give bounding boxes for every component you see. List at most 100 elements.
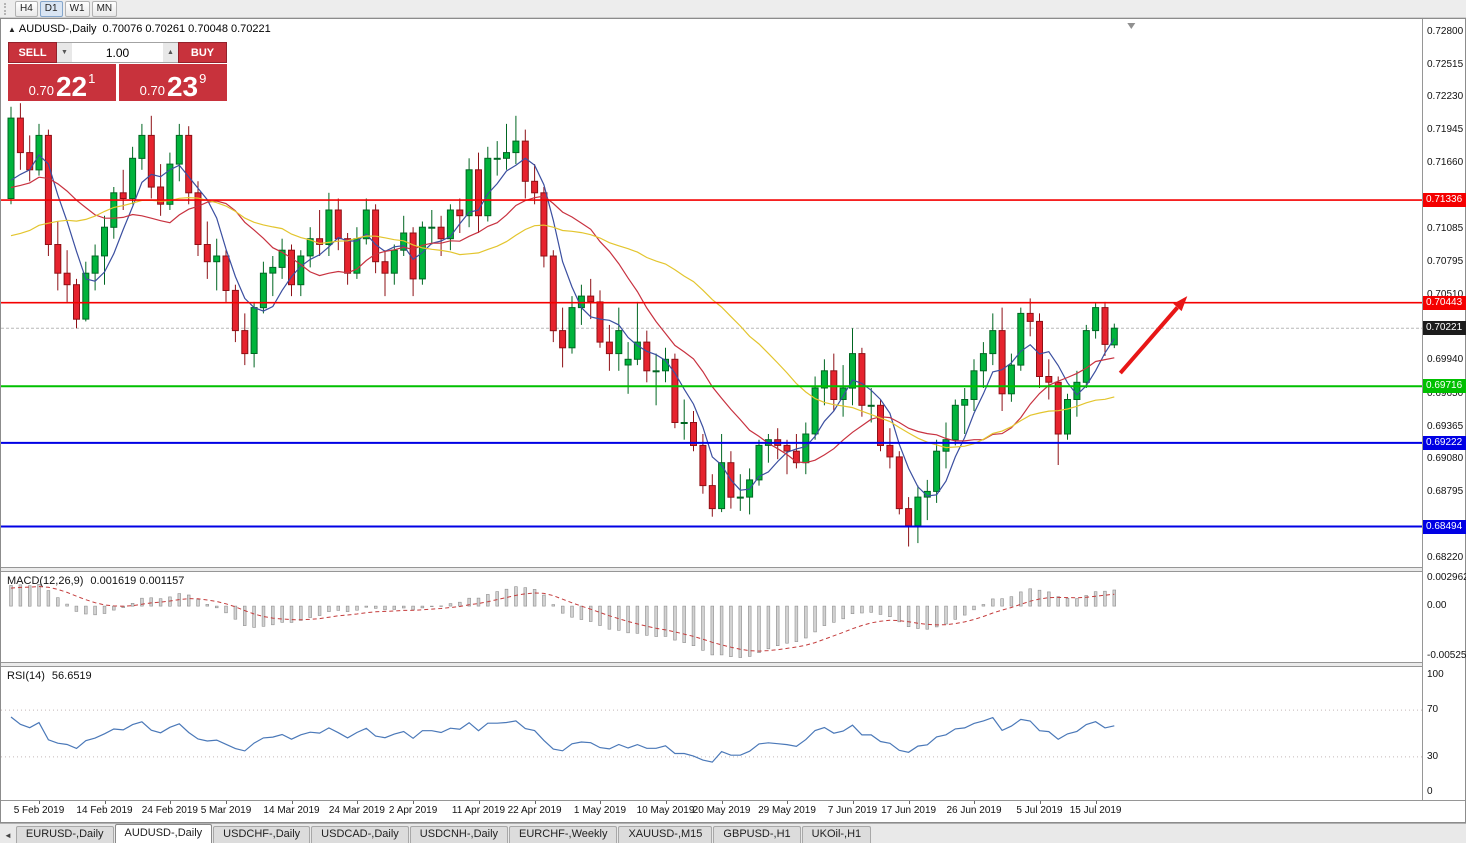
price-level-badge: 0.71336 bbox=[1423, 193, 1466, 208]
timeframe-button-mn[interactable]: MN bbox=[91, 0, 118, 17]
price-level-badge: 0.69222 bbox=[1423, 435, 1466, 450]
price-tick: 0.72515 bbox=[1427, 58, 1464, 70]
time-axis[interactable]: 5 Feb 2019 14 Feb 2019 24 Feb 2019 5 Mar 20… bbox=[1, 801, 1422, 819]
date-tick bbox=[291, 801, 293, 804]
rsi-scale-tick: 70 bbox=[1427, 704, 1439, 716]
buy-price-prefix: 0.70 bbox=[139, 83, 165, 98]
date-tick bbox=[534, 801, 536, 804]
date-tick bbox=[721, 801, 723, 804]
date-label: 17 Jun 2019 bbox=[881, 805, 937, 816]
chart-tab-ukoil-h1[interactable]: UKOil-,H1 bbox=[801, 826, 872, 843]
trend-arrow-head bbox=[1173, 296, 1188, 312]
buy-button[interactable]: BUY bbox=[178, 42, 227, 63]
date-tick bbox=[226, 801, 227, 804]
timeframe-button-d1[interactable]: D1 bbox=[39, 0, 63, 17]
one-click-collapse-icon[interactable]: ▲ bbox=[8, 24, 16, 34]
timeframe-buttons: H4 D1 W1 MN bbox=[15, 0, 119, 17]
date-label: 5 Mar 2019 bbox=[200, 805, 252, 816]
date-label: 24 Feb 2019 bbox=[141, 805, 198, 816]
volume-input[interactable]: 1.00 bbox=[72, 42, 163, 63]
date-tick bbox=[104, 801, 106, 804]
buy-price-big-digits: 23 bbox=[166, 71, 199, 102]
price-tick: 0.69650 bbox=[1427, 387, 1464, 399]
chart-tab-eurchf-weekly[interactable]: EURCHF-,Weekly bbox=[509, 826, 618, 843]
macd-signal-line bbox=[10, 585, 1115, 652]
macd-scale-tick: -0.005255 bbox=[1427, 650, 1466, 661]
rsi-scale-tick: 30 bbox=[1427, 750, 1439, 762]
date-tick bbox=[665, 801, 667, 804]
sell-price-prefix: 0.70 bbox=[28, 83, 54, 98]
chart-shift-marker bbox=[1127, 23, 1136, 29]
price-tick: 0.71085 bbox=[1427, 222, 1464, 234]
chart-overlay: ▲ AUDUSD-,Daily 0.70076 0.70261 0.70048 … bbox=[8, 23, 271, 101]
date-label: 29 May 2019 bbox=[758, 805, 816, 816]
date-tick bbox=[787, 801, 788, 804]
buy-price-display[interactable]: 0.70 23 9 bbox=[119, 64, 227, 101]
tab-scroll-left-icon[interactable]: ◄ bbox=[4, 831, 12, 840]
price-tick: 0.69940 bbox=[1427, 354, 1464, 366]
sell-button[interactable]: SELL bbox=[8, 42, 57, 63]
date-label: 7 Jun 2019 bbox=[827, 805, 878, 816]
price-tick: 0.68795 bbox=[1427, 485, 1464, 497]
date-tick bbox=[600, 801, 601, 804]
chart-tab-gbpusd-h1[interactable]: GBPUSD-,H1 bbox=[713, 826, 801, 843]
moving-average-5 bbox=[10, 153, 1115, 497]
main-chart-canvas[interactable] bbox=[1, 19, 1422, 567]
chart-tab-usdcad-daily[interactable]: USDCAD-,Daily bbox=[311, 826, 409, 843]
price-scale[interactable]: 0.72800 0.72515 0.72230 0.71945 0.71660 0.710… bbox=[1422, 19, 1466, 800]
timeframe-toolbar: H4 D1 W1 MN bbox=[0, 0, 1466, 18]
date-tick bbox=[169, 801, 171, 804]
one-click-trading-panel: SELL ▼ 1.00 ▲ BUY 0.70 22 1 0.70 23 9 bbox=[8, 42, 227, 101]
moving-average-14 bbox=[10, 176, 1115, 464]
date-label: 5 Feb 2019 bbox=[13, 805, 65, 816]
chart-ohlc-values: 0.70076 0.70261 0.70048 0.70221 bbox=[102, 23, 271, 35]
rsi-indicator-label: RSI(14) 56.6519 bbox=[7, 670, 92, 682]
date-label: 22 Apr 2019 bbox=[507, 805, 562, 816]
price-tick: 0.72230 bbox=[1427, 91, 1464, 103]
rsi-panel-canvas[interactable] bbox=[1, 667, 1422, 800]
chart-tab-xauusd-m15[interactable]: XAUUSD-,M15 bbox=[618, 826, 713, 843]
chart-tab-audusd-daily[interactable]: AUDUSD-,Daily bbox=[114, 824, 213, 843]
price-level-badge: 0.68494 bbox=[1423, 519, 1466, 534]
chart-tab-usdchf-daily[interactable]: USDCHF-,Daily bbox=[213, 826, 311, 843]
panel-divider[interactable] bbox=[1, 567, 1465, 572]
date-label: 24 Mar 2019 bbox=[328, 805, 385, 816]
axis-divider bbox=[1, 800, 1465, 801]
price-tick: 0.68220 bbox=[1427, 552, 1464, 563]
macd-indicator-label: MACD(12,26,9) 0.001619 0.001157 bbox=[7, 575, 185, 587]
price-tick: 0.70510 bbox=[1427, 289, 1464, 300]
rsi-scale-tick: 0 bbox=[1427, 786, 1433, 797]
price-level-badge: 0.70443 bbox=[1423, 295, 1466, 310]
date-tick bbox=[852, 801, 854, 804]
chart-tabs: EURUSD-,Daily AUDUSD-,Daily USDCHF-,Daily U… bbox=[15, 824, 872, 843]
toolbar-grip[interactable] bbox=[4, 2, 10, 15]
price-tick: 0.71660 bbox=[1427, 156, 1464, 168]
sell-price-pip-digit: 1 bbox=[88, 71, 96, 86]
price-tick: 0.71945 bbox=[1427, 124, 1464, 136]
price-tick: 0.70795 bbox=[1427, 256, 1464, 268]
date-label: 20 May 2019 bbox=[692, 805, 751, 816]
rsi-scale-tick: 100 bbox=[1427, 669, 1444, 680]
date-tick bbox=[908, 801, 910, 804]
date-tick bbox=[413, 801, 415, 804]
volume-up-icon[interactable]: ▲ bbox=[163, 42, 178, 63]
chart-tab-eurusd-daily[interactable]: EURUSD-,Daily bbox=[15, 826, 114, 843]
chart-tab-usdcnh-daily[interactable]: USDCNH-,Daily bbox=[409, 826, 509, 843]
volume-down-icon[interactable]: ▼ bbox=[57, 42, 72, 63]
chart-symbol-period: AUDUSD-,Daily bbox=[18, 23, 97, 35]
price-level-badge: 0.69716 bbox=[1423, 379, 1466, 394]
chart-window: ▲ AUDUSD-,Daily 0.70076 0.70261 0.70048 … bbox=[0, 18, 1466, 823]
chart-title: ▲ AUDUSD-,Daily 0.70076 0.70261 0.70048 … bbox=[8, 23, 271, 35]
timeframe-button-w1[interactable]: W1 bbox=[64, 0, 90, 17]
date-label: 26 Jun 2019 bbox=[946, 805, 1002, 816]
current-price-badge: 0.70221 bbox=[1423, 321, 1466, 336]
macd-panel-canvas[interactable] bbox=[1, 572, 1422, 662]
timeframe-button-h4[interactable]: H4 bbox=[15, 0, 38, 17]
price-tick: 0.72800 bbox=[1427, 26, 1464, 37]
date-tick bbox=[39, 801, 40, 804]
panel-divider[interactable] bbox=[1, 662, 1465, 667]
sell-price-display[interactable]: 0.70 22 1 bbox=[8, 64, 116, 101]
date-label: 14 Mar 2019 bbox=[263, 805, 320, 816]
date-tick bbox=[478, 801, 480, 804]
